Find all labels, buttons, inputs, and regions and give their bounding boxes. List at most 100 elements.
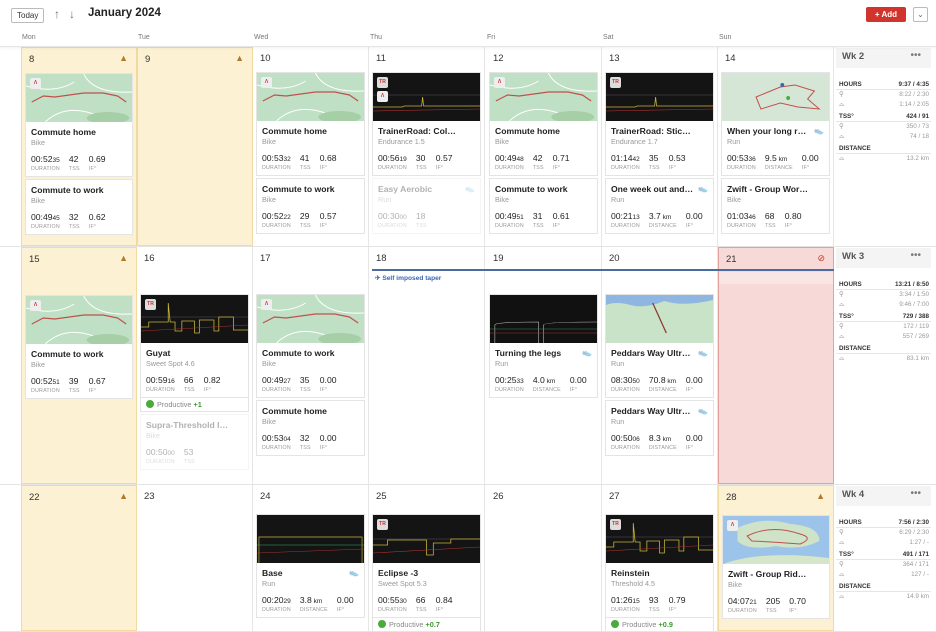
day-cell[interactable]: 15 ▲ Λ Commute to work Bike 00:5251 DURATION 39… [21,247,137,484]
workout-card[interactable]: 👟 Peddars Way Ultra ... Run 08:3050 DURATION… [605,294,714,398]
more-options-icon[interactable]: ••• [910,250,921,261]
day-cell[interactable]: 19 👟 Turning the legs Run 00:2533 DURATION 4.0… [486,247,602,484]
workout-card[interactable]: Λ Commute home Bike 00:5235 DURATION 42 TSS 0.6… [25,73,133,177]
workout-card[interactable]: 👟 One week out and ... Run 00:2113 DURATION 3… [605,178,714,234]
metric-main: 0.71 [552,153,570,163]
workout-card[interactable]: Commute home Bike 00:5304 DURATION 32 TSS 0.00… [256,400,365,456]
workout-card[interactable]: Zwift - Group Workout:... Bike 01:0346 DURA… [721,178,830,234]
power-chart-thumbnail[interactable] [257,515,364,563]
workout-list: 👟 Peddars Way Ultra ... Run 08:3050 DURATION… [605,294,714,458]
day-cell[interactable]: 18 [369,247,485,484]
arrow-up-icon[interactable]: ↑ [54,7,60,21]
day-cell[interactable]: 13 TR TrainerRoad: Stickney Endurance 1.7 01… [602,47,718,246]
workout-body: Base Run 00:2029 DURATION 3.8 km DISTANCE 0.00… [257,563,364,617]
day-number: 28 [726,492,737,503]
workout-type: Bike [31,360,45,369]
power-chart-thumbnail[interactable]: TR [606,73,713,121]
workout-card[interactable]: Commute to work Bike 00:4945 DURATION 32 TSS 0… [25,179,133,235]
workout-card[interactable]: Λ Commute to work Bike 00:4927 DURATION 35 TSS… [256,294,365,398]
metric-main: 0.00 [319,375,337,385]
route-map-thumbnail[interactable]: Λ [490,73,597,121]
day-cell[interactable]: 22 ▲ [21,485,137,631]
workout-card[interactable]: 👟 When your long run... Run 00:5336 DURATION… [721,72,830,176]
day-cell[interactable]: 14 👟 When your long run... Run 00:5336 DURATI… [718,47,834,246]
workout-card[interactable]: Λ Commute home Bike 00:5332 DURATION 41 TSS 0.6… [256,72,365,176]
workout-card[interactable]: Supra-Threshold Int... Bike 00:5000 DURATIO… [140,414,249,470]
route-map-thumbnail[interactable]: Λ [26,296,132,344]
metric-value: 18 [416,211,427,221]
productive-badge[interactable]: Productive +1 [140,398,249,412]
power-chart-thumbnail[interactable]: TR [141,295,248,343]
day-cell[interactable]: 12 Λ Commute home Bike 00:4948 DURATION 42 TSS 0… [486,47,602,246]
day-cell[interactable]: 20 👟 Peddars Way Ultra ... Run 08:3050 DURATI… [602,247,718,484]
workout-card[interactable]: Λ Commute to work Bike 00:5251 DURATION 39 TSS… [25,295,133,399]
add-button[interactable]: + Add [866,7,906,22]
metric-duration: 00:5336 DURATION [727,153,756,171]
event-bar[interactable] [372,269,834,271]
workout-card[interactable]: Λ Commute home Bike 00:4948 DURATION 42 TSS 0.7… [489,72,598,176]
route-map-thumbnail[interactable]: Λ [257,73,364,121]
event-label[interactable]: ✈ Self imposed taper [375,274,441,282]
metric-label: TSS [68,388,80,394]
productive-badge[interactable]: Productive +0.7 [372,618,481,631]
power-chart-thumbnail[interactable] [490,295,597,343]
metric-main: 0.00 [319,433,337,443]
summary-label: HOURS [839,519,862,526]
workout-card[interactable]: TR Reinstein Threshold 4.5 01:2615 DURATION 9… [605,514,714,618]
workout-card[interactable]: 👟 Turning the legs Run 00:2533 DURATION 4.0 k… [489,294,598,398]
power-chart-thumbnail[interactable]: TR [606,515,713,563]
day-cell[interactable]: 24 👟 Base Run 00:2029 DURATION 3.8 km DISTANCE 0… [253,485,369,631]
day-cell[interactable]: 16 TR Guyat Sweet Spot 4.6 00:5916 DURATION 66… [137,247,253,484]
chevron-down-icon[interactable]: ⌄ [913,7,928,22]
metric-value: 0.00 [686,211,703,221]
workout-card[interactable]: Commute to work Bike 00:4951 DURATION 31 TSS 0… [489,178,598,234]
day-cell[interactable]: 26 [486,485,602,631]
power-chart-thumbnail[interactable]: TR [373,515,480,563]
workout-type: Bike [31,138,45,147]
day-number: 10 [260,53,271,64]
power-chart-thumbnail[interactable]: TR Λ [373,73,480,121]
today-button[interactable]: Today [11,8,45,23]
route-map-thumbnail[interactable] [606,295,713,343]
day-cell[interactable]: 9 ▲ [137,47,253,246]
route-map-thumbnail[interactable]: Λ [257,295,364,343]
day-cell[interactable]: 23 [137,485,253,631]
day-cell[interactable]: 25 TR Eclipse -3 Sweet Spot 5.3 00:5530 DURAT… [369,485,485,631]
workout-card[interactable]: TR Eclipse -3 Sweet Spot 5.3 00:5530 DURATIO… [372,514,481,618]
summary-label: DISTANCE [839,583,871,590]
more-options-icon[interactable]: ••• [910,50,921,61]
workout-body: Turning the legs Run 00:2533 DURATION 4.0 km… [490,343,597,397]
route-map-thumbnail[interactable]: Λ [723,516,829,564]
workout-card[interactable]: TR Λ TrainerRoad: Colosseum Endurance 1.5 00… [372,72,481,176]
day-cell[interactable]: 8 ▲ Λ Commute home Bike 00:5235 DURATION 42 TSS 0… [21,47,137,246]
route-map-thumbnail[interactable]: Λ [26,74,132,122]
day-cell[interactable]: 17 Λ Commute to work Bike 00:4927 DURATION 35 T… [253,247,369,484]
workout-card[interactable]: TR TrainerRoad: Stickney Endurance 1.7 01:1… [605,72,714,176]
metric-main: 39 [68,376,79,386]
workout-card[interactable]: Commute to work Bike 00:5222 DURATION 29 TSS 0… [256,178,365,234]
metric-if: 0.57 IF° [320,211,337,229]
tss-run: ⌓ 74 / 18 [836,132,931,142]
week-label: Wk 3 [842,251,865,262]
metric-tss: 93 TSS [649,595,660,613]
day-cell[interactable]: 21 ⊘ [718,247,834,484]
route-map-thumbnail[interactable] [722,73,829,121]
metric-label: DURATION [727,223,756,229]
day-cell[interactable]: 11 TR Λ TrainerRoad: Colosseum Endurance 1.5… [369,47,485,246]
arrow-down-icon[interactable]: ↓ [69,7,75,21]
workout-card[interactable]: TR Guyat Sweet Spot 4.6 00:5916 DURATION 66 TS… [140,294,249,398]
workout-card[interactable]: 👟 Easy Aerobic Run 00:3000 DURATION 18 TSS [372,178,481,234]
productive-badge[interactable]: Productive +0.9 [605,618,714,631]
metric-if: 0.62 IF° [89,212,106,230]
metric-value: 01:1442 [611,153,640,163]
workout-card[interactable]: 👟 Peddars Way Ultra ... Run 00:5006 DURATION… [605,400,714,456]
workout-metrics: 01:1442 DURATION 35 TSS 0.53 IF° [611,153,708,171]
day-cell[interactable]: 10 Λ Commute home Bike 00:5332 DURATION 41 TSS 0… [253,47,369,246]
workout-type: Bike [262,137,276,146]
more-options-icon[interactable]: ••• [910,488,921,499]
workout-card[interactable]: Λ Zwift - Group Ride: EV... Bike 04:0721 DUR… [722,515,830,619]
metric-value: 01:0346 [727,211,756,221]
day-cell[interactable]: 28 ▲ Λ Zwift - Group Ride: EV... Bike 04:0721… [718,485,834,631]
day-cell[interactable]: 27 TR Reinstein Threshold 4.5 01:2615 DURATIO… [602,485,718,631]
workout-card[interactable]: 👟 Base Run 00:2029 DURATION 3.8 km DISTANCE 0.0… [256,514,365,618]
